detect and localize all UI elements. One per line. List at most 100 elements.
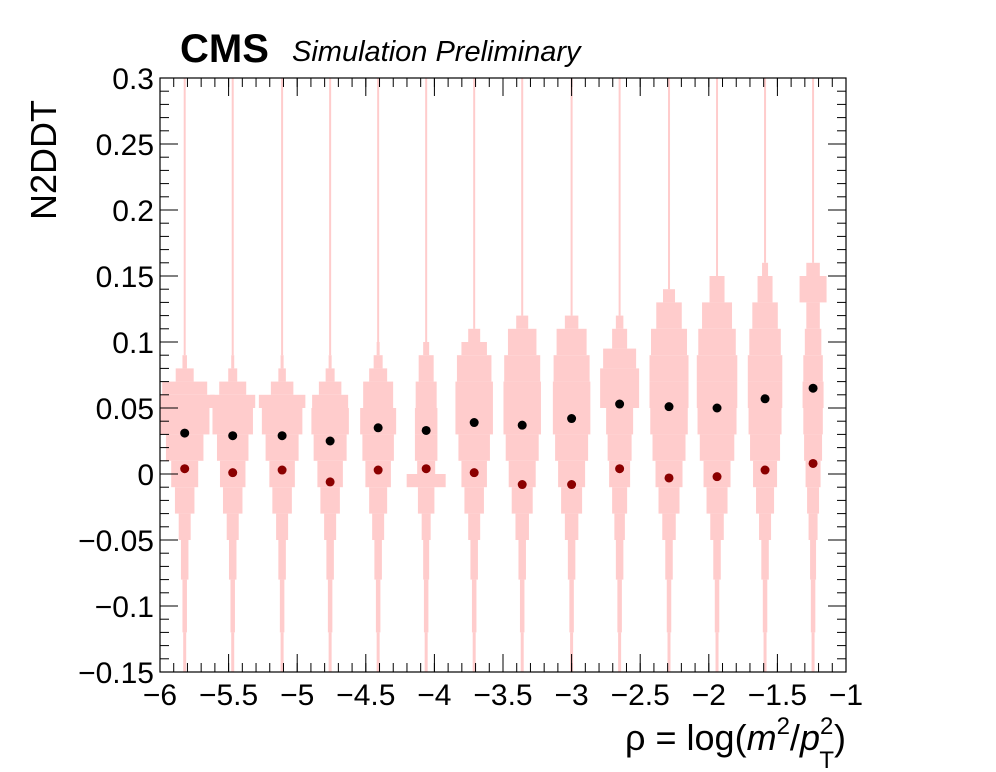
violin-11 [649,78,689,672]
violin-6 [406,78,446,672]
violin-14-bin-10 [802,381,824,408]
violin-1 [160,78,215,672]
violin-13-bin-11 [747,355,783,382]
violin-8-bin-12 [507,328,537,356]
series-1-point-5 [373,423,383,433]
violin-10-bin-3 [617,579,622,633]
violin-13-bin-14 [757,276,773,303]
violin-2-bin-13 [231,355,235,369]
x-axis-title-p-sup: 2 [820,713,833,740]
violin-2-bin-12 [228,368,238,382]
violin-14-bin-14 [799,276,827,303]
violin-12-bin-12 [698,328,736,356]
y-tick-label: 0.25 [96,129,154,162]
x-axis-title-m-sup: 2 [777,713,790,740]
violin-3-bin-12 [278,368,286,382]
x-tick-label: −2 [692,679,726,712]
series-1-point-10 [615,399,625,409]
violin-13-bin-2 [763,632,767,672]
y-tick-label: 0.05 [96,393,154,426]
violin-10-bin-5 [614,513,625,540]
violin-5-bin-5 [372,513,385,540]
series-1-point-9 [567,414,577,424]
violin-7-bin-11 [456,355,492,382]
violin-9-bin-3 [569,579,574,633]
violin-3-bin-4 [278,540,286,580]
violin-1-bin-4 [180,540,189,580]
violin-9-bin-5 [564,513,579,540]
violin-12-bin-6 [706,487,728,514]
x-tick-label: −5 [280,679,314,712]
x-tick-label: −2.5 [611,679,670,712]
violin-3-bin-2 [280,632,284,672]
violin-11-bin-13 [656,302,682,329]
violin-4-bin-4 [326,540,334,580]
violin-6-bin-11 [415,381,437,408]
violin-4-bin-3 [327,579,333,633]
series-2-point-12 [712,472,722,482]
violin-10-bin-9 [606,408,634,435]
violin-12 [696,78,738,672]
violin-2-bin-3 [230,579,235,633]
violin-6-bin-9 [414,434,438,461]
violin-4 [311,78,349,672]
violin-13-bin-12 [749,328,781,356]
series-2-point-3 [277,465,287,475]
experiment-label: CMS [180,27,269,71]
violin-10-bin-13 [615,315,624,329]
violin-7-bin-14 [473,78,476,329]
violin-13-bin-6 [756,487,775,514]
violin-11-bin-11 [649,355,689,382]
violin-7-bin-3 [471,579,477,633]
violin-4-bin-2 [328,632,332,672]
violin-8-bin-11 [504,355,541,382]
violin-2-bin-4 [228,540,237,580]
violin-4-bin-13 [328,355,332,369]
series-2-point-2 [228,468,238,478]
x-axis-title-p-sub: T [819,747,834,772]
violin-5 [360,78,397,672]
violin-6-bin-12 [418,355,434,382]
x-axis-title-prefix: ρ = log( [625,717,747,758]
violin-13 [747,78,783,672]
violin-3-bin-10 [258,394,306,408]
violin-13-bin-4 [761,540,769,580]
violin-1-bin-6 [174,487,195,514]
violin-13-bin-5 [759,513,772,540]
violin-14-bin-11 [803,355,823,382]
violin-14-bin-16 [812,78,815,263]
violin-8-bin-10 [503,381,541,408]
violin-12-bin-15 [716,78,719,276]
series-1-point-11 [664,402,674,412]
violin-11-bin-5 [662,513,676,540]
violin-10-bin-7 [609,460,631,488]
violin-13-bin-15 [762,262,769,276]
violin-10-bin-6 [612,487,628,514]
violin-10-bin-2 [618,632,622,672]
violin-12-bin-14 [709,276,725,303]
violin-7-bin-2 [472,632,476,672]
violin-1-bin-2 [183,632,187,672]
violin-14-bin-6 [807,487,820,514]
violin-12-bin-11 [696,355,738,382]
violin-2-bin-2 [231,632,235,672]
violin-8-bin-6 [511,487,533,514]
y-tick-label: −0.05 [78,525,154,558]
series-1-point-3 [277,431,287,441]
violin-9-bin-10 [552,381,591,408]
violin-4-bin-6 [320,487,340,514]
series-1-point-14 [808,383,818,393]
violin-11-bin-6 [658,487,680,514]
violin-14-bin-9 [803,408,823,435]
y-tick-label: −0.15 [78,657,154,690]
violin-3-bin-6 [272,487,292,514]
violin-1-bin-11 [162,381,208,395]
violin-14-bin-5 [808,513,818,540]
violin-14 [799,78,827,672]
violin-8-bin-4 [518,540,526,580]
status-label: Simulation Preliminary [292,36,582,68]
violin-1-bin-8 [165,434,204,461]
violin-6-bin-10 [414,408,438,435]
violin-7-bin-4 [470,540,478,580]
